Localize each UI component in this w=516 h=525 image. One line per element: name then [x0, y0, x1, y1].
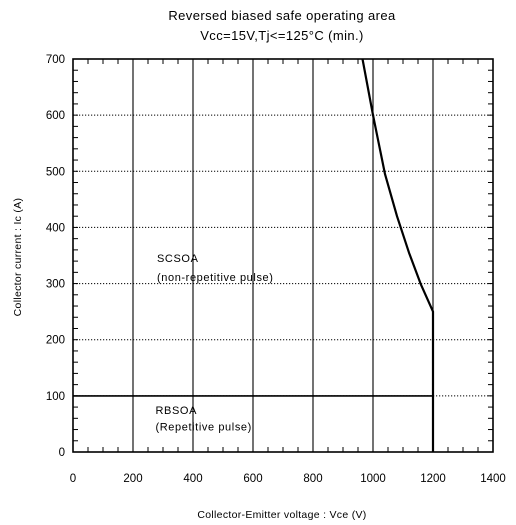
grid — [73, 59, 493, 452]
x-axis-label: Collector-Emitter voltage : Vce (V) — [197, 509, 366, 521]
y-tick-label-600: 600 — [46, 110, 65, 122]
series-line-scsoa — [361, 58, 435, 452]
annotation-1: (non-repetitive pulse) — [157, 272, 274, 284]
plot-frame — [72, 58, 494, 453]
x-tick-label-1400: 1400 — [480, 473, 506, 485]
y-tick-label-400: 400 — [46, 222, 65, 234]
y-tick-label-700: 700 — [46, 54, 65, 66]
annotations: SCSOA (non-repetitive pulse) RBSOA (Repetit… — [156, 253, 274, 434]
annotation-3: (Repetitive pulse) — [156, 422, 252, 434]
x-tick-label-200: 200 — [123, 473, 142, 485]
x-tick-label-800: 800 — [303, 473, 322, 485]
y-axis-label: Collector current : Ic (A) — [12, 198, 24, 317]
x-tick-label-1200: 1200 — [420, 473, 446, 485]
x-tick-label-1000: 1000 — [360, 473, 386, 485]
axis-ticks — [73, 59, 493, 452]
y-tick-label-200: 200 — [46, 335, 65, 347]
y-tick-label-0: 0 — [59, 447, 65, 459]
x-tick-label-600: 600 — [243, 473, 262, 485]
chart-subtitle: Vcc=15V,Tj<=125°C (min.) — [200, 28, 364, 43]
y-tick-label-300: 300 — [46, 279, 65, 291]
y-tick-label-500: 500 — [46, 166, 65, 178]
annotation-0: SCSOA — [157, 253, 199, 265]
tick-labels: 0 200 400 600 800 1000 1200 1400 0 100 200 300 400 50… — [46, 54, 506, 485]
series-line-rbsoa — [73, 395, 434, 452]
y-tick-label-100: 100 — [46, 391, 65, 403]
x-tick-label-0: 0 — [70, 473, 76, 485]
series-lines — [73, 58, 435, 452]
chart-title: Reversed biased safe operating area — [168, 8, 396, 23]
annotation-2: RBSOA — [156, 405, 198, 417]
x-tick-label-400: 400 — [183, 473, 202, 485]
